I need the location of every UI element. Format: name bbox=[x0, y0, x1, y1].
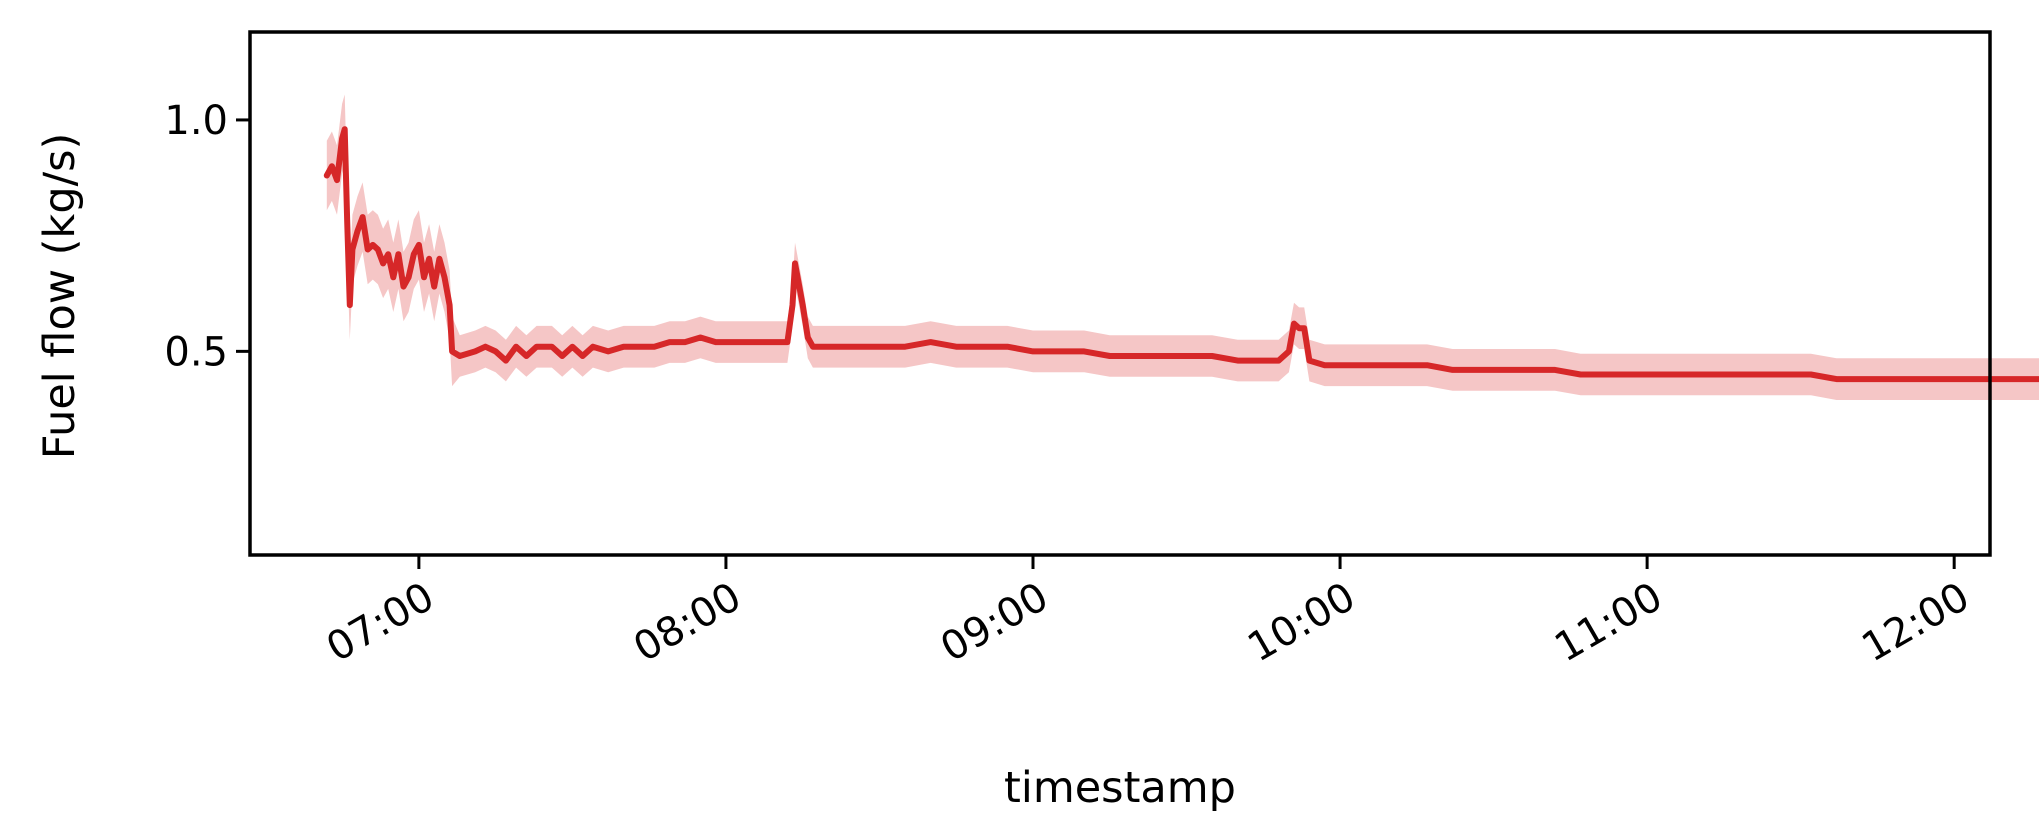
y-axis-label: Fuel flow (kg/s) bbox=[35, 133, 85, 460]
x-tick-label: 12:00 bbox=[1854, 574, 1977, 671]
x-tick-label: 11:00 bbox=[1547, 574, 1670, 671]
series-line-layer bbox=[323, 126, 2039, 383]
y-tick-label: 1.0 bbox=[164, 98, 228, 144]
x-axis-label: timestamp bbox=[1004, 763, 1236, 813]
x-tick-label: 08:00 bbox=[626, 574, 749, 671]
y-tick-label: 0.5 bbox=[164, 329, 228, 375]
series-band-0 bbox=[326, 94, 2039, 400]
x-tick-label: 07:00 bbox=[319, 574, 442, 671]
x-tick-label: 10:00 bbox=[1240, 574, 1363, 671]
x-tick-label: 09:00 bbox=[933, 574, 1056, 671]
series-line-0 bbox=[323, 126, 2039, 383]
uncertainty-band-layer bbox=[326, 94, 2039, 400]
plot-frame bbox=[248, 30, 1992, 557]
